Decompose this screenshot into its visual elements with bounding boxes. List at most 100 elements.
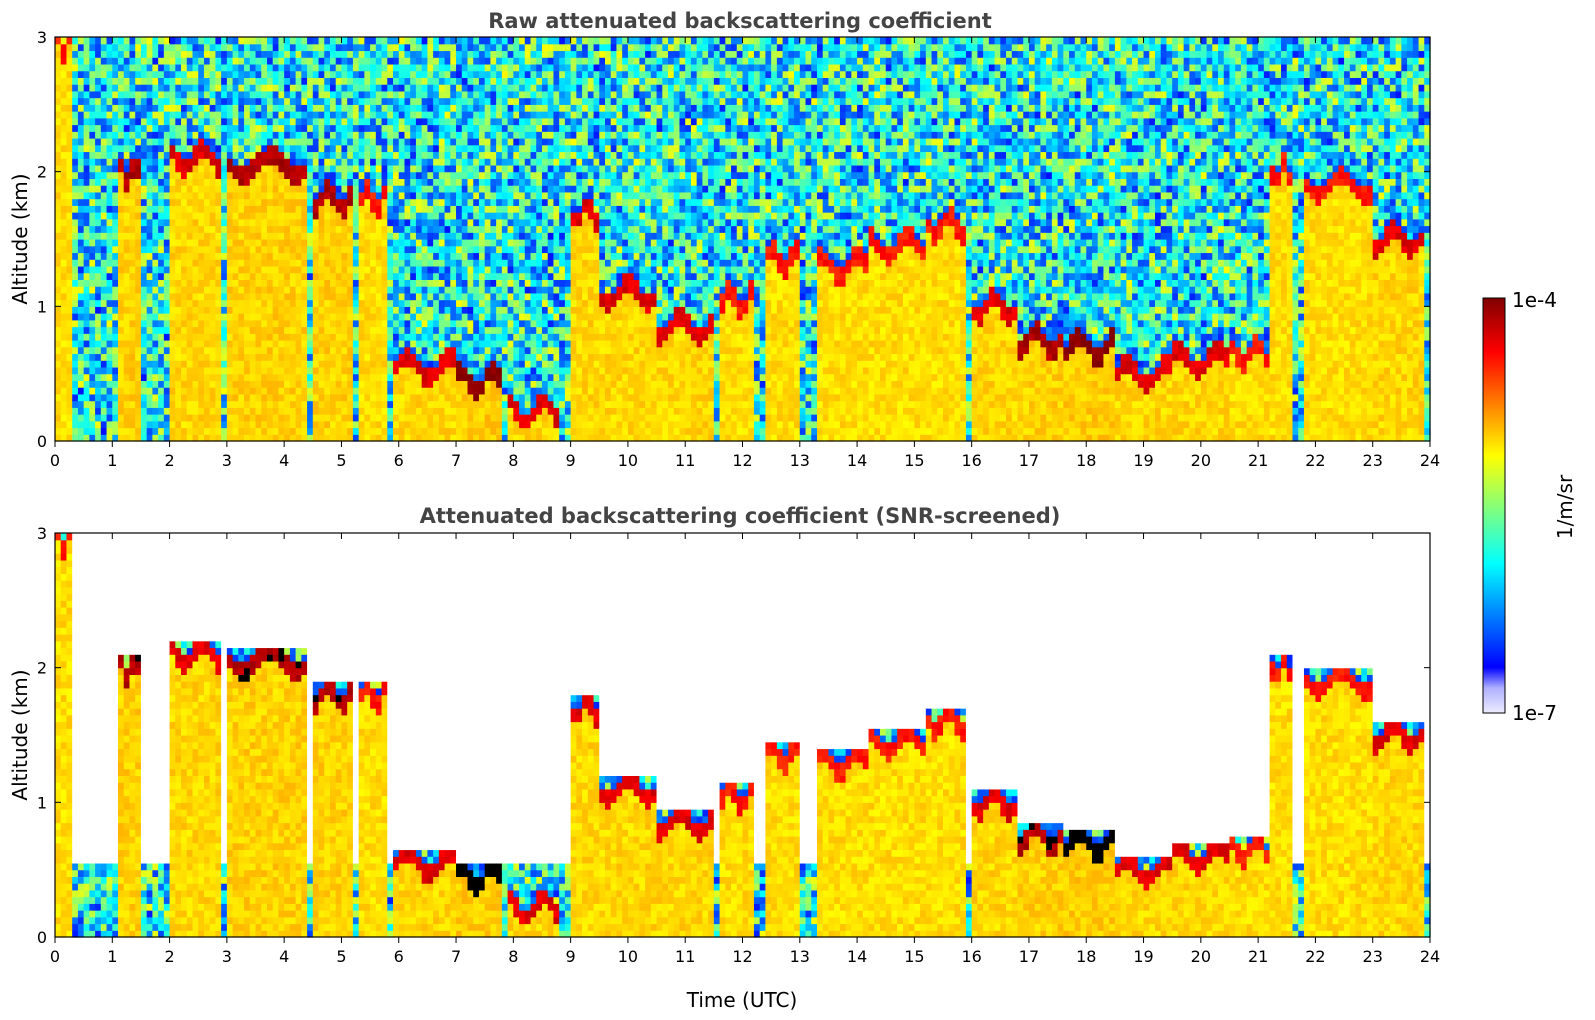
heatmap-cell — [289, 259, 297, 267]
heatmap-cell — [146, 158, 153, 166]
heatmap-cell — [140, 151, 148, 159]
heatmap-cell — [358, 407, 365, 415]
heatmap-cell — [370, 272, 377, 280]
heatmap-cell — [289, 218, 297, 227]
heatmap-cell — [324, 138, 331, 146]
heatmap-cell — [490, 434, 497, 442]
heatmap-cell — [301, 366, 308, 375]
heatmap-cell — [95, 164, 102, 173]
heatmap-cell — [55, 90, 62, 99]
heatmap-cell — [335, 164, 343, 173]
heatmap-cell — [129, 97, 136, 105]
heatmap-cell — [152, 63, 159, 72]
heatmap-cell — [456, 138, 463, 146]
heatmap-cell — [433, 393, 440, 402]
heatmap-cell — [181, 400, 188, 408]
heatmap-cell — [72, 420, 79, 429]
heatmap-cell — [456, 144, 463, 153]
heatmap-cell — [158, 393, 165, 402]
heatmap-cell — [118, 138, 125, 146]
heatmap-cell — [226, 407, 234, 415]
heatmap-cell — [410, 427, 417, 435]
heatmap-cell — [100, 205, 108, 213]
heatmap-cell — [433, 43, 440, 52]
heatmap-cell — [100, 387, 108, 395]
heatmap-cell — [461, 319, 469, 328]
heatmap-cell — [438, 420, 446, 429]
heatmap-cell — [501, 313, 509, 321]
heatmap-cell — [438, 63, 446, 72]
heatmap-cell — [513, 198, 520, 206]
heatmap-cell — [450, 346, 457, 355]
heatmap-cell — [358, 63, 365, 72]
heatmap-cell — [330, 50, 337, 58]
heatmap-cell — [295, 57, 302, 65]
heatmap-cell — [209, 63, 217, 72]
heatmap-cell — [450, 191, 457, 200]
heatmap-cell — [175, 366, 182, 375]
heatmap-cell — [100, 97, 108, 105]
heatmap-cell — [312, 104, 320, 112]
heatmap-cell — [255, 158, 262, 166]
heatmap-cell — [501, 151, 509, 159]
heatmap-cell — [501, 104, 509, 112]
heatmap-cell — [232, 178, 239, 186]
heatmap-cell — [415, 37, 423, 45]
heatmap-cell — [198, 292, 205, 301]
heatmap-cell — [123, 37, 131, 45]
heatmap-cell — [146, 319, 153, 328]
heatmap-cell — [112, 191, 119, 200]
heatmap-cell — [364, 37, 371, 45]
heatmap-cell — [398, 50, 406, 58]
heatmap-cell — [484, 225, 492, 233]
heatmap-cell — [444, 400, 451, 408]
heatmap-cell — [72, 171, 79, 179]
heatmap-cell — [375, 77, 383, 85]
heatmap-cell — [209, 90, 217, 99]
heatmap-cell — [83, 326, 90, 334]
heatmap-cell — [433, 212, 440, 220]
heatmap-cell — [152, 387, 159, 395]
heatmap-cell — [393, 400, 400, 408]
heatmap-cell — [146, 178, 153, 186]
heatmap-cell — [461, 117, 469, 126]
heatmap-cell — [244, 131, 251, 139]
heatmap-cell — [301, 265, 308, 274]
heatmap-cell — [255, 144, 262, 153]
heatmap-cell — [324, 306, 331, 314]
heatmap-cell — [249, 400, 257, 408]
heatmap-cell — [186, 373, 194, 381]
heatmap-cell — [83, 252, 90, 260]
heatmap-cell — [221, 333, 228, 341]
heatmap-cell — [364, 286, 371, 294]
heatmap-cell — [427, 43, 434, 52]
heatmap-cell — [433, 117, 440, 126]
heatmap-cell — [203, 70, 211, 78]
heatmap-cell — [186, 286, 194, 294]
heatmap-cell — [209, 57, 217, 65]
heatmap-cell — [473, 313, 480, 321]
heatmap-cell — [352, 319, 360, 328]
heatmap-cell — [140, 117, 148, 126]
heatmap-cell — [100, 225, 108, 233]
heatmap-cell — [387, 434, 394, 442]
heatmap-cell — [473, 272, 480, 280]
heatmap-cell — [341, 90, 348, 99]
heatmap-cell — [152, 360, 159, 368]
heatmap-cell — [209, 164, 217, 173]
heatmap-cell — [72, 353, 79, 361]
heatmap-cell — [410, 104, 417, 112]
heatmap-cell — [473, 252, 480, 260]
heatmap-cell — [375, 239, 383, 247]
heatmap-cell — [370, 191, 377, 200]
heatmap-cell — [496, 286, 503, 294]
heatmap-cell — [398, 43, 406, 52]
heatmap-cell — [215, 272, 222, 280]
heatmap-cell — [387, 393, 394, 402]
heatmap-cell — [335, 239, 343, 247]
heatmap-cell — [444, 185, 451, 193]
heatmap-cell — [181, 333, 188, 341]
heatmap-cell — [358, 340, 365, 348]
heatmap-cell — [198, 353, 205, 361]
heatmap-cell — [181, 407, 188, 415]
